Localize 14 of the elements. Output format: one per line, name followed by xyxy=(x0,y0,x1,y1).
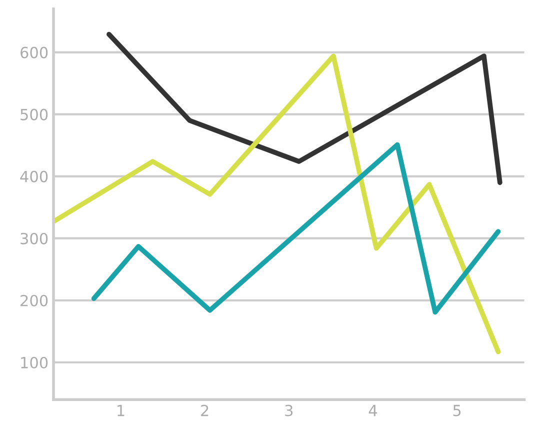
y-tick-label: 400 xyxy=(20,170,48,182)
x-tick-label: 1 xyxy=(118,404,124,416)
y-tick-label: 300 xyxy=(20,232,48,244)
y-tick-label: 200 xyxy=(20,294,48,306)
line-series xyxy=(54,54,501,354)
x-tick-label: 2 xyxy=(201,404,208,416)
x-tick-label: 3 xyxy=(285,404,293,416)
y-tick-label: 600 xyxy=(20,46,48,58)
y-tick-label: 100 xyxy=(21,356,48,368)
x-tick-label: 5 xyxy=(453,404,461,416)
line-series xyxy=(91,142,501,315)
y-tick-label: 500 xyxy=(20,108,48,120)
line-series xyxy=(106,32,502,185)
x-tick-label: 4 xyxy=(368,404,377,416)
